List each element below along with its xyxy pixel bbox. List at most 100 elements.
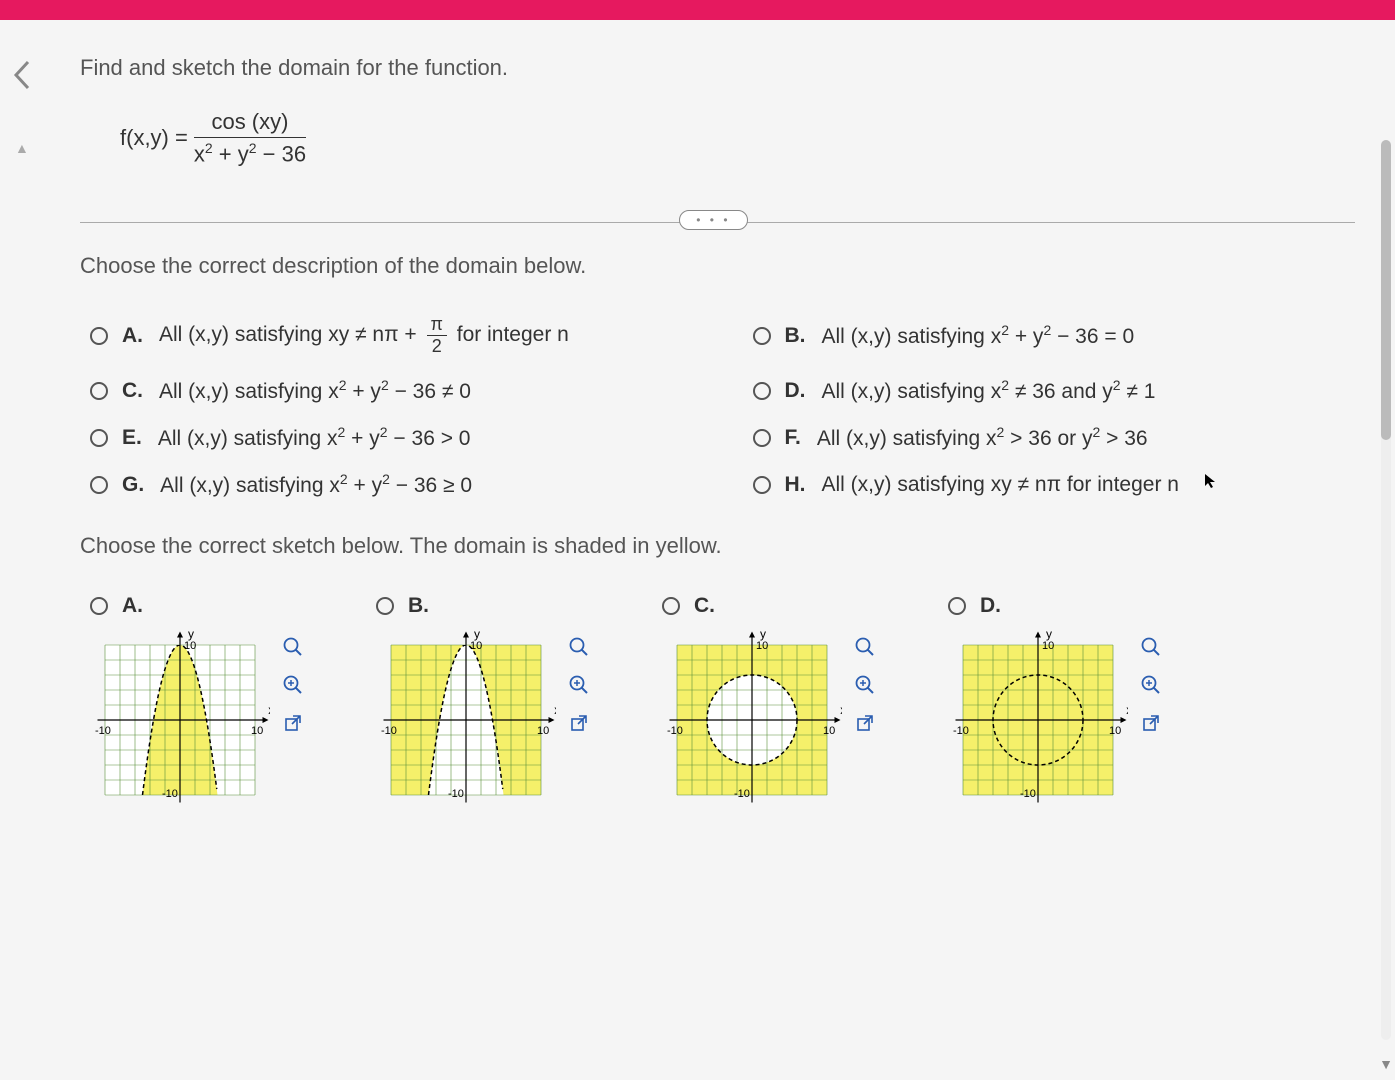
svg-text:x: x [840, 703, 842, 717]
svg-text:-10: -10 [162, 788, 178, 800]
popout-icon[interactable] [1138, 710, 1164, 736]
svg-text:y: y [188, 630, 194, 641]
sketch-option[interactable]: B. 10 -10 10 -10 y x [376, 594, 592, 815]
domain-option[interactable]: D. All (x,y) satisfying x2 ≠ 36 and y2 ≠… [753, 377, 1356, 404]
svg-text:y: y [1046, 630, 1052, 641]
radio-button[interactable] [753, 327, 771, 345]
graph-plot: 10 -10 10 -10 y x [376, 630, 556, 815]
domain-option[interactable]: B. All (x,y) satisfying x2 + y2 − 36 = 0 [753, 314, 1356, 357]
svg-text:y: y [474, 630, 480, 641]
svg-text:y: y [760, 630, 766, 641]
domain-option[interactable]: C. All (x,y) satisfying x2 + y2 − 36 ≠ 0 [90, 377, 693, 404]
svg-text:10: 10 [756, 640, 768, 652]
top-bar [0, 0, 1395, 20]
domain-option[interactable]: E. All (x,y) satisfying x2 + y2 − 36 > 0 [90, 424, 693, 451]
option-letter: H. [785, 473, 806, 497]
radio-button[interactable] [662, 597, 680, 615]
radio-button[interactable] [90, 597, 108, 615]
formula-denominator: x2 + y2 − 36 [194, 138, 306, 167]
graph-plot: 10 -10 10 -10 y x [662, 630, 842, 815]
radio-button[interactable] [948, 597, 966, 615]
sketch-letter: C. [694, 594, 715, 618]
option-text: All (x,y) satisfying x2 > 36 or y2 > 36 [817, 424, 1148, 451]
radio-button[interactable] [90, 382, 108, 400]
zoom-in-icon[interactable] [566, 634, 592, 660]
popout-icon[interactable] [280, 710, 306, 736]
zoom-out-icon[interactable] [280, 672, 306, 698]
formula-lhs: f(x,y) = [120, 125, 188, 151]
graph-plot: 10 -10 10 -10 y x [90, 630, 270, 815]
sketch-letter: D. [980, 594, 1001, 618]
zoom-out-icon[interactable] [1138, 672, 1164, 698]
section-1-label: Choose the correct description of the do… [80, 253, 1355, 279]
svg-text:x: x [554, 703, 556, 717]
question-prompt: Find and sketch the domain for the funct… [80, 55, 1355, 81]
zoom-in-icon[interactable] [280, 634, 306, 660]
scroll-up-icon[interactable]: ▲ [15, 140, 29, 156]
option-letter: G. [122, 473, 144, 497]
sketch-letter: A. [122, 594, 143, 618]
svg-text:10: 10 [1109, 725, 1121, 737]
domain-option[interactable]: H. All (x,y) satisfying xy ≠ nπ for inte… [753, 471, 1356, 498]
zoom-out-icon[interactable] [852, 672, 878, 698]
scrollbar-thumb[interactable] [1381, 140, 1391, 440]
svg-text:10: 10 [251, 725, 263, 737]
option-text: All (x,y) satisfying xy ≠ nπ for integer… [822, 473, 1179, 497]
domain-options: A. All (x,y) satisfying xy ≠ nπ + π2 for… [90, 314, 1355, 498]
graph-plot: 10 -10 10 -10 y x [948, 630, 1128, 815]
option-text: All (x,y) satisfying x2 + y2 − 36 ≥ 0 [160, 471, 472, 498]
main-content: Find and sketch the domain for the funct… [0, 20, 1395, 835]
radio-button[interactable] [753, 382, 771, 400]
option-letter: F. [785, 426, 801, 450]
zoom-in-icon[interactable] [1138, 634, 1164, 660]
option-letter: E. [122, 426, 142, 450]
popout-icon[interactable] [852, 710, 878, 736]
svg-text:-10: -10 [95, 725, 111, 737]
svg-text:-10: -10 [667, 725, 683, 737]
sketch-option[interactable]: A. 10 -10 10 -10 y x [90, 594, 306, 815]
option-text: All (x,y) satisfying x2 + y2 − 36 > 0 [158, 424, 471, 451]
expand-button[interactable]: • • • [679, 210, 747, 230]
zoom-in-icon[interactable] [852, 634, 878, 660]
option-text: All (x,y) satisfying x2 + y2 − 36 = 0 [822, 322, 1135, 349]
divider: • • • [80, 222, 1355, 223]
radio-button[interactable] [753, 429, 771, 447]
section-2-label: Choose the correct sketch below. The dom… [80, 533, 1355, 559]
radio-button[interactable] [90, 476, 108, 494]
radio-button[interactable] [376, 597, 394, 615]
svg-text:10: 10 [537, 725, 549, 737]
domain-option[interactable]: G. All (x,y) satisfying x2 + y2 − 36 ≥ 0 [90, 471, 693, 498]
radio-button[interactable] [753, 476, 771, 494]
svg-text:x: x [268, 703, 270, 717]
svg-text:-10: -10 [381, 725, 397, 737]
svg-text:-10: -10 [448, 788, 464, 800]
option-letter: C. [122, 379, 143, 403]
radio-button[interactable] [90, 327, 108, 345]
zoom-out-icon[interactable] [566, 672, 592, 698]
cursor-icon [1203, 472, 1221, 495]
svg-text:-10: -10 [953, 725, 969, 737]
svg-text:10: 10 [1042, 640, 1054, 652]
option-letter: D. [785, 379, 806, 403]
sketch-options: A. 10 -10 10 -10 y x B. 10 -10 10 -10 y x [90, 594, 1355, 815]
scroll-down-icon[interactable]: ▼ [1379, 1056, 1393, 1072]
svg-text:10: 10 [470, 640, 482, 652]
function-formula: f(x,y) = cos (xy) x2 + y2 − 36 [120, 109, 1355, 167]
option-text: All (x,y) satisfying x2 + y2 − 36 ≠ 0 [159, 377, 471, 404]
sketch-option[interactable]: C. 10 -10 10 -10 y x [662, 594, 878, 815]
option-letter: A. [122, 324, 143, 348]
svg-text:10: 10 [823, 725, 835, 737]
domain-option[interactable]: F. All (x,y) satisfying x2 > 36 or y2 > … [753, 424, 1356, 451]
domain-option[interactable]: A. All (x,y) satisfying xy ≠ nπ + π2 for… [90, 314, 693, 357]
back-button[interactable] [10, 60, 34, 98]
svg-text:10: 10 [184, 640, 196, 652]
popout-icon[interactable] [566, 710, 592, 736]
vertical-scrollbar[interactable] [1381, 140, 1391, 1040]
sketch-letter: B. [408, 594, 429, 618]
svg-text:-10: -10 [1020, 788, 1036, 800]
sketch-option[interactable]: D. 10 -10 10 -10 y x [948, 594, 1164, 815]
radio-button[interactable] [90, 429, 108, 447]
svg-text:x: x [1126, 703, 1128, 717]
svg-text:-10: -10 [734, 788, 750, 800]
formula-numerator: cos (xy) [194, 109, 306, 138]
